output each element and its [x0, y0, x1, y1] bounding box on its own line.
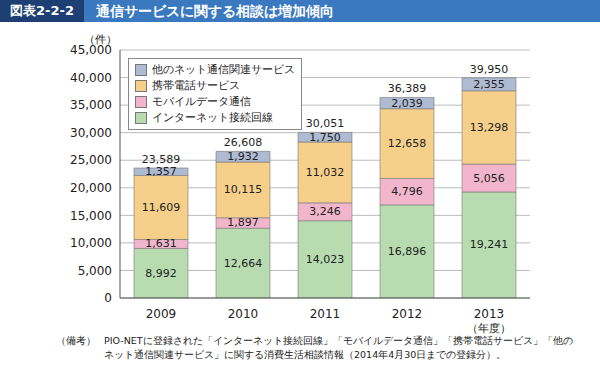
svg-text:2012: 2012: [392, 307, 423, 321]
html-text:通信サービスに関する相談は増加傾向: 通信サービスに関する相談は増加傾向: [96, 3, 334, 19]
svg-text:45,000: 45,000: [70, 43, 112, 57]
svg-text:11,032: 11,032: [306, 166, 345, 179]
svg-text:15,000: 15,000: [70, 209, 112, 223]
svg-text:3,246: 3,246: [309, 205, 341, 218]
svg-text:26,608: 26,608: [224, 136, 263, 149]
html-text:（備考）: （備考）: [56, 335, 96, 346]
svg-text:2011: 2011: [310, 307, 341, 321]
html-text:（件）: （件）: [84, 33, 117, 46]
html-text:モバイルデータ通信: モバイルデータ通信: [152, 95, 251, 108]
svg-text:39,950: 39,950: [470, 63, 509, 76]
svg-text:30,051: 30,051: [306, 117, 345, 130]
svg-text:10,000: 10,000: [70, 236, 112, 250]
svg-text:36,389: 36,389: [388, 82, 427, 95]
svg-text:35,000: 35,000: [70, 98, 112, 112]
svg-text:1,897: 1,897: [227, 216, 259, 229]
svg-text:40,000: 40,000: [70, 71, 112, 85]
svg-text:8,992: 8,992: [145, 267, 177, 280]
svg-text:5,000: 5,000: [78, 264, 112, 278]
svg-text:2009: 2009: [146, 307, 177, 321]
svg-text:1,750: 1,750: [309, 131, 341, 144]
html-text:図表2-2-2: 図表2-2-2: [10, 3, 74, 18]
html-text:インターネット接続回線: インターネット接続回線: [152, 111, 273, 124]
svg-text:2,355: 2,355: [473, 78, 505, 91]
svg-text:14,023: 14,023: [306, 253, 345, 266]
svg-text:0: 0: [104, 291, 112, 305]
svg-text:5,056: 5,056: [473, 172, 505, 185]
svg-text:1,631: 1,631: [145, 237, 177, 250]
svg-text:16,896: 16,896: [388, 245, 427, 258]
html-text:他のネット通信関連サービス: 他のネット通信関連サービス: [152, 63, 295, 76]
svg-text:19,241: 19,241: [470, 238, 509, 251]
svg-text:2013: 2013: [474, 307, 505, 321]
svg-text:1,932: 1,932: [227, 150, 259, 163]
svg-text:2,039: 2,039: [391, 97, 423, 110]
svg-text:12,664: 12,664: [224, 257, 263, 270]
svg-text:12,658: 12,658: [388, 137, 427, 150]
svg-text:1,357: 1,357: [145, 165, 177, 178]
svg-text:23,589: 23,589: [142, 153, 181, 166]
html-text:携帯電話サービス: 携帯電話サービス: [152, 79, 240, 92]
svg-text:13,298: 13,298: [470, 121, 509, 134]
svg-text:4,796: 4,796: [391, 185, 423, 198]
svg-text:11,609: 11,609: [142, 201, 181, 214]
html-text:PIO-NETに登録された「インターネット接続回線」「モバイ: PIO-NETに登録された「インターネット接続回線」「モバイルデータ通信」「携帯…: [104, 335, 573, 360]
svg-text:10,115: 10,115: [224, 183, 263, 196]
svg-text:30,000: 30,000: [70, 126, 112, 140]
svg-text:20,000: 20,000: [70, 181, 112, 195]
svg-text:25,000: 25,000: [70, 153, 112, 167]
svg-text:（年度）: （年度）: [467, 322, 511, 334]
svg-text:2010: 2010: [228, 307, 259, 321]
